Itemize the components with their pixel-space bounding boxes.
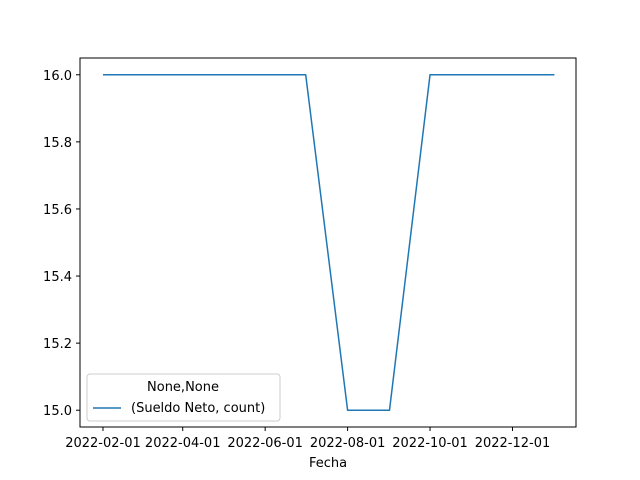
y-tick-label: 15.6 — [43, 203, 72, 218]
x-axis-label: Fecha — [309, 456, 347, 471]
x-tick-label: 2022-06-01 — [227, 436, 303, 451]
legend: None,None (Sueldo Neto, count) — [86, 373, 281, 422]
legend-title: None,None — [147, 380, 219, 395]
y-axis: 15.0 15.2 15.4 15.6 15.8 16.0 — [43, 69, 80, 419]
x-tick-label: 2022-02-01 — [65, 436, 141, 451]
legend-series-label: (Sueldo Neto, count) — [131, 401, 265, 416]
plot-frame — [79, 57, 577, 428]
x-tick-label: 2022-10-01 — [392, 436, 468, 451]
y-tick-label: 15.2 — [43, 337, 72, 352]
x-tick-label: 2022-12-01 — [475, 436, 551, 451]
y-tick-label: 15.8 — [43, 136, 72, 151]
legend-box — [86, 373, 281, 422]
x-axis: 2022-02-01 2022-04-01 2022-06-01 2022-08-01… — [65, 427, 550, 451]
x-tick-label: 2022-04-01 — [145, 436, 221, 451]
plot-area — [80, 58, 576, 427]
series-line-0 — [102, 74, 555, 411]
y-tick-label: 15.4 — [43, 270, 72, 285]
y-tick-label: 15.0 — [43, 404, 72, 419]
y-tick-label: 16.0 — [43, 69, 72, 84]
x-tick-label: 2022-08-01 — [310, 436, 386, 451]
series-layer — [102, 74, 555, 411]
